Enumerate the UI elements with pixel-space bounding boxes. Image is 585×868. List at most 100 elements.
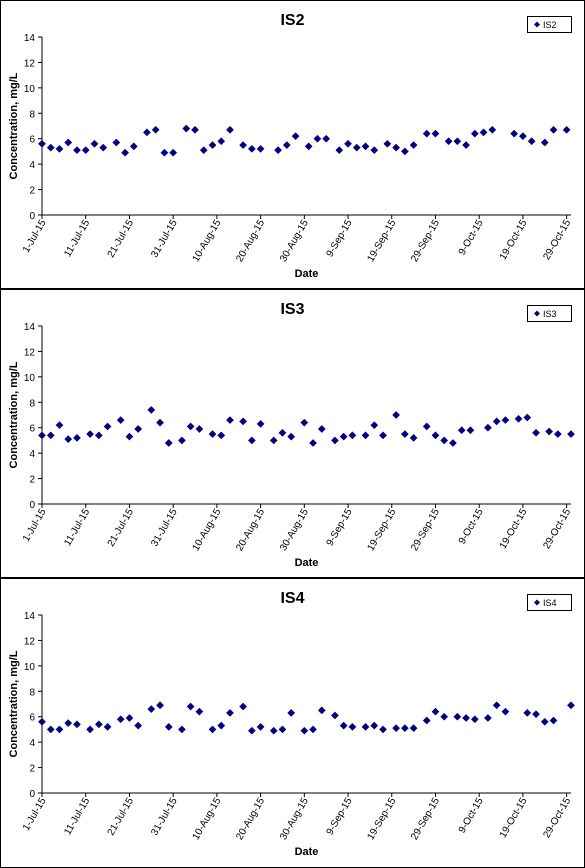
data-point (134, 721, 143, 730)
data-point (422, 422, 431, 431)
data-point (38, 717, 46, 726)
data-point (121, 148, 130, 157)
data-point (269, 726, 278, 735)
data-point (361, 431, 370, 440)
data-point (147, 405, 156, 414)
data-point (492, 701, 501, 710)
chart-title: IS3 (280, 301, 304, 318)
data-point (453, 712, 462, 721)
data-point (46, 725, 55, 734)
data-point (501, 707, 510, 716)
data-point (182, 124, 191, 133)
data-point (370, 421, 379, 430)
data-point (309, 725, 318, 734)
data-point (169, 148, 178, 157)
y-tick-label: 4 (29, 449, 35, 460)
data-point (392, 143, 401, 152)
data-point (199, 146, 208, 155)
data-point (470, 129, 479, 138)
data-point (274, 146, 283, 155)
data-point (523, 413, 532, 422)
data-point (278, 725, 287, 734)
data-point (335, 146, 344, 155)
data-point (361, 142, 370, 151)
data-point (226, 708, 234, 717)
legend-marker (534, 310, 540, 317)
data-point (55, 144, 64, 153)
data-point (449, 439, 457, 447)
y-tick-label: 12 (24, 636, 36, 647)
data-point (483, 423, 492, 432)
data-point (134, 425, 143, 433)
y-tick-label: 14 (24, 611, 36, 622)
data-point (103, 722, 112, 731)
data-point (392, 411, 401, 419)
data-point (99, 143, 108, 152)
x-axis-label: Date (295, 846, 319, 858)
y-tick-label: 0 (29, 211, 35, 222)
data-point (562, 125, 571, 134)
chart-title: IS2 (280, 12, 304, 29)
data-point (527, 137, 536, 146)
data-point (64, 138, 73, 147)
data-point (392, 724, 401, 733)
data-point (256, 722, 265, 731)
legend-label: IS3 (543, 309, 557, 319)
data-point (348, 722, 357, 731)
y-tick-label: 14 (24, 33, 36, 44)
data-point (186, 702, 195, 711)
data-point (440, 712, 449, 721)
data-point (466, 426, 475, 435)
data-point (164, 722, 173, 731)
data-point (344, 139, 352, 148)
data-point (195, 425, 204, 433)
data-point (523, 708, 532, 717)
y-axis-label: Concentration, mg/L (8, 361, 20, 468)
y-tick-label: 2 (29, 764, 35, 775)
data-point (300, 418, 309, 427)
y-tick-label: 10 (24, 84, 36, 95)
data-point (479, 128, 488, 137)
data-point (317, 706, 326, 715)
data-point (470, 715, 479, 724)
legend: IS4 (527, 594, 572, 611)
data-point (370, 721, 379, 730)
data-point (239, 417, 248, 426)
data-point (457, 426, 466, 435)
y-tick-label: 4 (29, 160, 35, 171)
data-point (361, 722, 370, 731)
y-tick-label: 12 (24, 347, 36, 358)
data-point (400, 430, 409, 439)
y-tick-label: 2 (29, 475, 35, 486)
data-point (73, 146, 81, 155)
data-point (247, 144, 256, 153)
data-point (94, 720, 103, 729)
data-point (46, 143, 55, 152)
data-point (431, 431, 440, 440)
data-point (217, 137, 226, 146)
data-point (501, 416, 510, 425)
data-point (81, 146, 90, 155)
y-tick-label: 10 (24, 662, 36, 673)
data-point (330, 711, 339, 720)
data-point (195, 707, 204, 716)
y-tick-label: 6 (29, 713, 35, 724)
data-point (86, 430, 95, 439)
data-point (278, 428, 287, 437)
data-point (549, 125, 558, 134)
data-point (409, 724, 418, 733)
data-point (177, 436, 186, 445)
data-point (164, 439, 173, 447)
data-point (269, 436, 278, 445)
data-point (186, 422, 195, 431)
data-point (90, 139, 99, 148)
legend: IS3 (527, 305, 572, 322)
data-point (518, 132, 527, 141)
data-point (549, 716, 558, 725)
data-point (532, 710, 540, 719)
data-point (46, 431, 55, 440)
data-point (38, 139, 46, 148)
data-point (64, 435, 73, 444)
y-tick-label: 10 (24, 373, 36, 384)
